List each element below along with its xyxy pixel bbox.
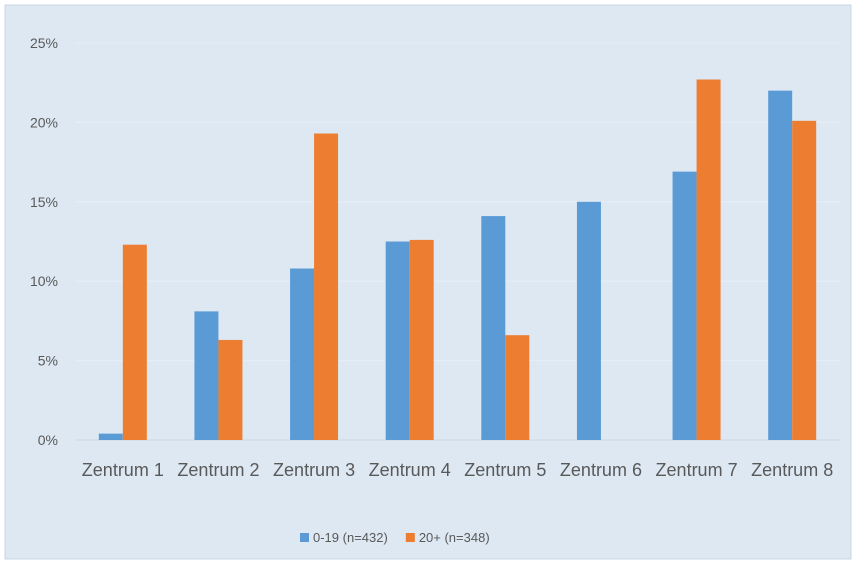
x-tick-label: Zentrum 6 [559,460,642,480]
bar [672,171,697,441]
x-tick-label: Zentrum 1 [81,460,164,480]
x-tick-label: Zentrum 5 [464,460,547,480]
bar [385,241,410,440]
bar [218,339,243,440]
y-tick-label: 5% [38,353,58,369]
bar [122,244,147,440]
bar [576,201,601,440]
bar [505,335,530,440]
bar [792,120,817,440]
bar [409,239,434,440]
x-tick-label: Zentrum 7 [655,460,738,480]
x-tick-label: Zentrum 8 [751,460,834,480]
y-tick-label: 10% [30,273,58,289]
y-tick-label: 15% [30,194,58,210]
bar [481,216,506,440]
bar [696,79,721,441]
legend-swatch [300,533,309,542]
bar [290,268,315,440]
bar [98,433,123,440]
legend-swatch [405,533,415,542]
legend-label: 20+ (n=348) [419,530,490,545]
y-tick-label: 20% [30,114,58,130]
legend-label: 0-19 (n=432) [313,530,388,545]
x-tick-label: Zentrum 2 [177,460,260,480]
x-tick-label: Zentrum 4 [368,460,451,480]
bar [768,90,793,440]
x-tick-label: Zentrum 3 [273,460,356,480]
bar [194,311,219,440]
y-tick-label: 0% [38,432,58,448]
y-tick-label: 25% [30,35,58,51]
bar [314,133,339,441]
